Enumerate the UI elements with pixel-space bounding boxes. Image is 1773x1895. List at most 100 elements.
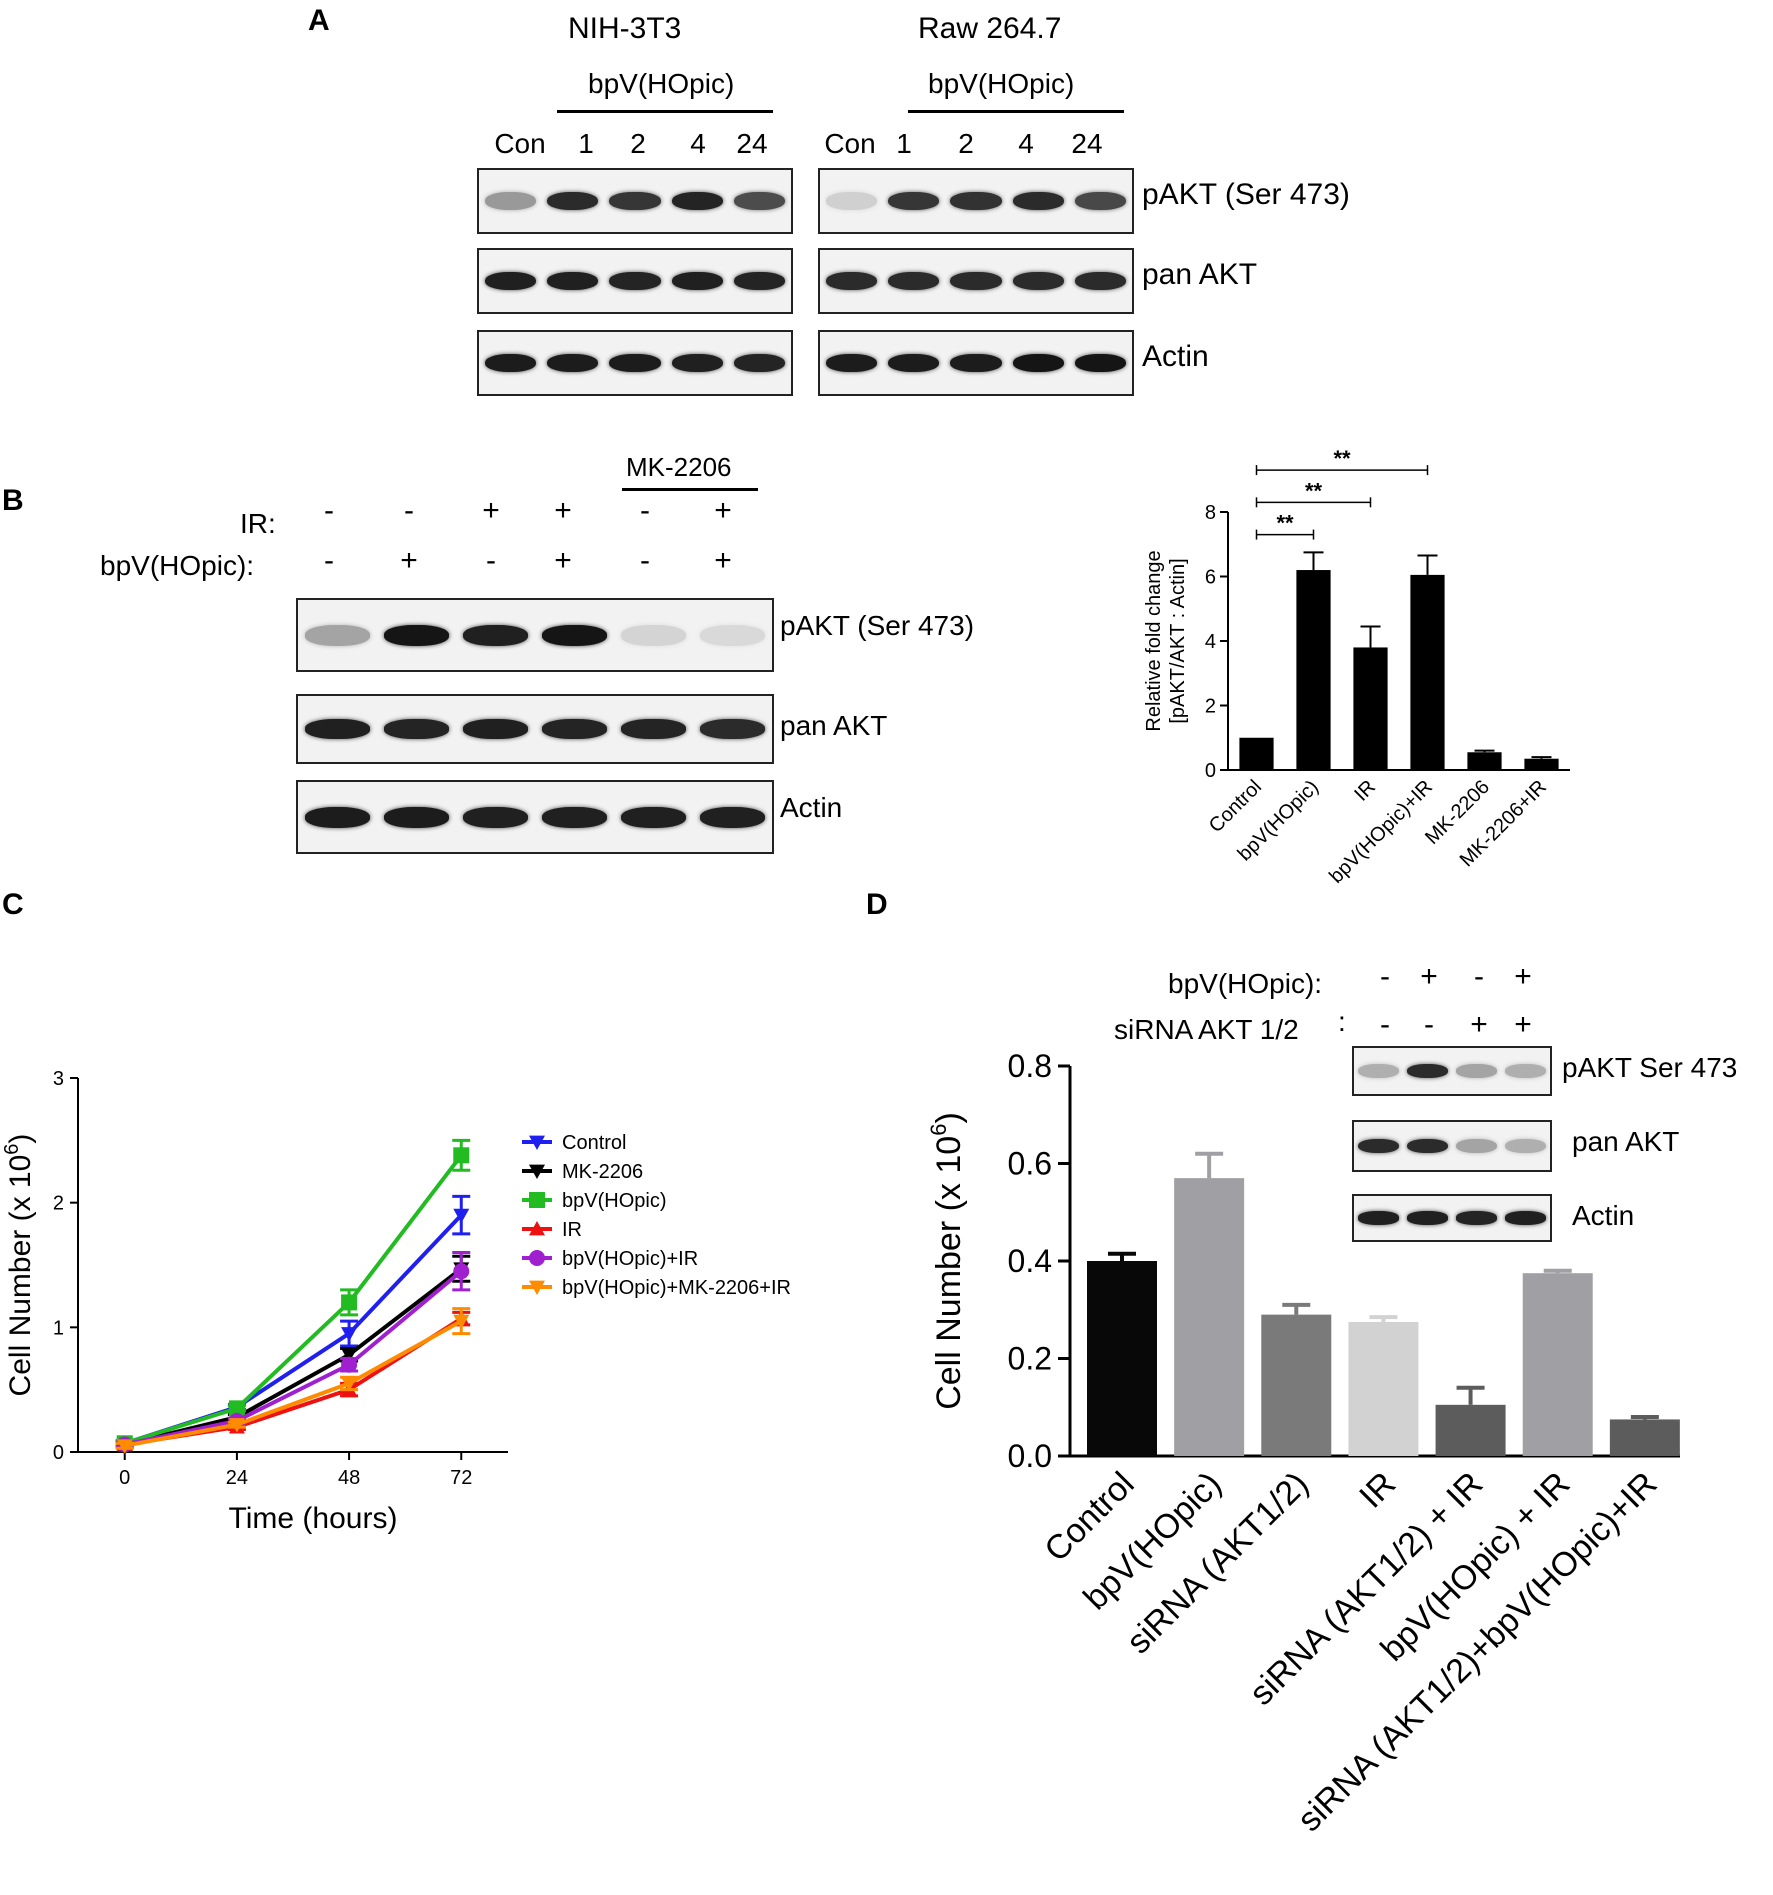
blot-raw-actin <box>818 330 1134 396</box>
lane-label: 1 <box>578 128 594 159</box>
treatment-label-nih: bpV(HOpic) <box>588 68 735 99</box>
y-axis-label: Relative fold change [pAKT/AKT : Actin] <box>1143 550 1189 731</box>
sign: + <box>714 494 732 527</box>
blot-band <box>1075 191 1127 211</box>
sirna-colon-d: : <box>1338 1006 1346 1037</box>
marker <box>341 1348 358 1363</box>
blot-band <box>542 719 607 739</box>
marker <box>529 1250 545 1266</box>
bar <box>1296 570 1331 770</box>
row-label-panakt-b: pan AKT <box>780 710 888 741</box>
treatment-label-raw: bpV(HOpic) <box>928 68 1075 99</box>
sign: - <box>1380 960 1390 993</box>
bar <box>1410 574 1445 770</box>
significance-label: ** <box>1305 478 1323 503</box>
x-tick-label: bpV(HOpic)+IR <box>1325 776 1437 888</box>
sign: + <box>554 544 572 577</box>
series-line <box>124 1319 463 1448</box>
blot-raw-pakt <box>818 168 1134 234</box>
y-tick-label: 1 <box>53 1317 64 1339</box>
row-label-pakt-d: pAKT Ser 473 <box>1562 1052 1738 1083</box>
blot-band <box>609 191 661 211</box>
marker <box>453 1208 470 1224</box>
blot-b-actin <box>296 780 774 854</box>
blot-band <box>1505 1211 1546 1225</box>
bar <box>1174 1178 1245 1456</box>
bar <box>1467 752 1502 770</box>
bar <box>1609 1419 1680 1456</box>
x-tick-label: IR <box>1350 776 1380 806</box>
blot-band <box>1456 1064 1497 1078</box>
sign: - <box>404 494 414 527</box>
x-tick-label: 0 <box>119 1467 130 1489</box>
sign: - <box>486 544 496 577</box>
sign: + <box>482 494 500 527</box>
marker <box>341 1377 358 1392</box>
marker <box>116 1439 133 1454</box>
blot-raw-panakt <box>818 248 1134 314</box>
blot-band <box>463 719 528 739</box>
x-tick-label: 72 <box>450 1467 472 1489</box>
blot-band <box>484 271 536 291</box>
marker <box>529 1192 545 1208</box>
y-tick-label: 2 <box>1205 696 1216 718</box>
y-axis-label-text: Cell Number (x 10 <box>4 1155 37 1397</box>
lane-label: 2 <box>630 128 646 159</box>
bar <box>1353 647 1388 770</box>
legend-label: Control <box>562 1132 626 1154</box>
x-tick-label: siRNA (AKT1/2)+bpV(HOpic)+IR <box>1290 1465 1664 1839</box>
cell-line-label-raw264: Raw 264.7 <box>918 12 1062 45</box>
marker <box>453 1314 470 1330</box>
blot-band <box>671 353 723 373</box>
y-axis-label-line: [pAKT/AKT : Actin] <box>1167 558 1189 723</box>
y-tick-label: 0 <box>1205 760 1216 782</box>
bar <box>1087 1261 1157 1456</box>
sign: - <box>640 544 650 577</box>
inhibitor-label: MK-2206 <box>626 452 732 482</box>
blot-band <box>621 624 686 646</box>
blot-band <box>547 353 599 373</box>
marker <box>529 1280 545 1295</box>
blot-band <box>734 353 786 373</box>
blot-band <box>484 353 536 373</box>
blot-band <box>700 806 765 828</box>
blot-band <box>1358 1211 1399 1225</box>
significance-label: ** <box>1276 511 1294 536</box>
lane-label: Con <box>824 128 876 159</box>
blot-band <box>1012 271 1064 291</box>
blot-band <box>825 353 877 373</box>
blot-band <box>1358 1138 1399 1154</box>
legend-label: bpV(HOpic)+MK-2206+IR <box>562 1277 791 1299</box>
marker <box>341 1356 358 1373</box>
blot-band <box>888 353 940 373</box>
blot-band <box>825 271 877 291</box>
sign: - <box>640 494 650 527</box>
blot-band <box>1075 353 1127 373</box>
sign: + <box>1514 1008 1532 1041</box>
blot-band <box>609 271 661 291</box>
blot-band <box>305 624 370 646</box>
x-tick-label: 24 <box>226 1467 248 1489</box>
y-tick-label: 0.4 <box>1008 1243 1052 1279</box>
blot-band <box>1456 1138 1497 1154</box>
bpv-row-label-d: bpV(HOpic): <box>1168 968 1323 999</box>
sign: - <box>1380 1008 1390 1041</box>
blot-b-pakt <box>296 598 774 672</box>
blot-band <box>384 719 449 739</box>
marker <box>341 1327 358 1342</box>
blot-band <box>1505 1064 1546 1078</box>
blot-band <box>734 271 786 291</box>
y-axis-label: Cell Number (x 106) <box>1 1134 37 1397</box>
blot-nih-actin <box>477 330 793 396</box>
sign: + <box>714 544 732 577</box>
row-label-actin-d: Actin <box>1572 1200 1635 1231</box>
blot-band <box>621 806 686 828</box>
blot-d-pakt <box>1352 1046 1552 1096</box>
significance-label: ** <box>1333 446 1351 471</box>
lane-label: 24 <box>1071 128 1103 159</box>
row-label-panakt-d: pan AKT <box>1572 1126 1680 1157</box>
y-tick-label: 6 <box>1205 567 1216 589</box>
panel-label-b: B <box>2 484 24 517</box>
series-line <box>124 1154 463 1446</box>
